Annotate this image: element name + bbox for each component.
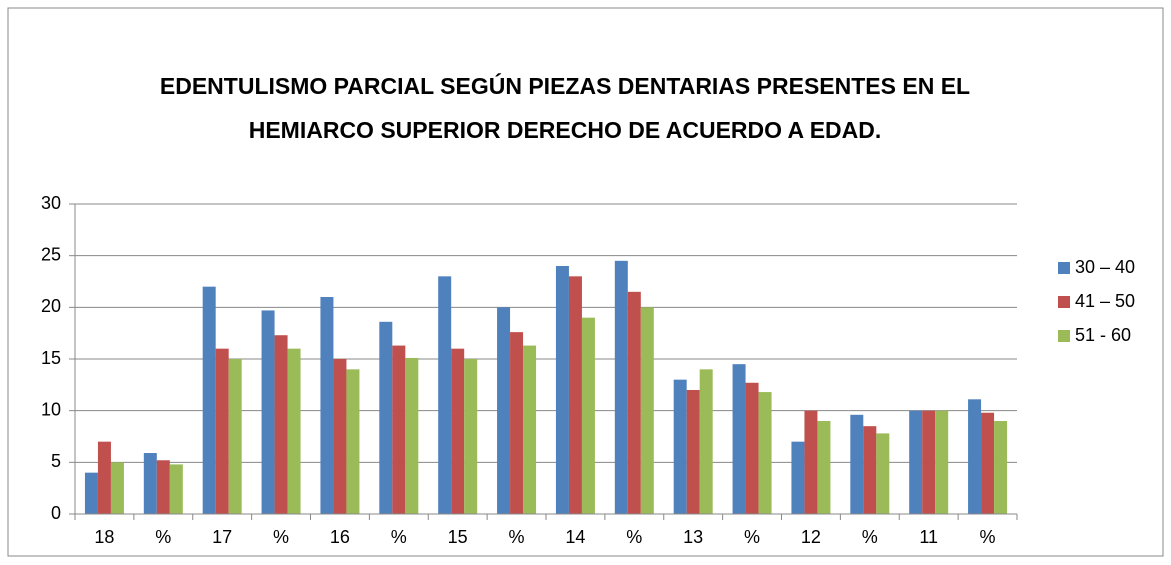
bar	[745, 382, 759, 514]
bar	[438, 276, 452, 514]
bar	[497, 307, 511, 514]
bar	[758, 392, 772, 514]
y-tick-label: 25	[41, 244, 61, 264]
x-tick-label: %	[509, 527, 525, 547]
x-tick-label: 13	[683, 527, 703, 547]
bar	[320, 297, 334, 514]
bar	[379, 321, 393, 514]
x-tick-label: %	[980, 527, 996, 547]
bar	[392, 345, 406, 514]
bar	[876, 433, 890, 514]
bar	[451, 348, 465, 514]
bar	[215, 348, 229, 514]
chart-title: EDENTULISMO PARCIAL SEGÚN PIEZAS DENTARI…	[160, 72, 970, 99]
bar	[981, 412, 995, 514]
x-tick-label: 15	[448, 527, 468, 547]
legend-swatch	[1058, 330, 1070, 342]
bar	[968, 399, 982, 514]
bar	[84, 472, 98, 514]
y-tick-label: 5	[51, 451, 61, 471]
bar	[732, 364, 746, 514]
bar	[274, 335, 288, 514]
x-tick-label: %	[273, 527, 289, 547]
x-tick-label: 14	[565, 527, 585, 547]
bar	[627, 291, 641, 514]
y-tick-label: 10	[41, 399, 61, 419]
bar	[261, 310, 275, 514]
bar	[287, 348, 301, 514]
bar	[640, 307, 654, 514]
x-tick-label: %	[626, 527, 642, 547]
x-tick-label: %	[744, 527, 760, 547]
bar	[863, 426, 877, 514]
chart-title: HEMIARCO SUPERIOR DERECHO DE ACUERDO A E…	[249, 117, 882, 143]
x-tick-label: %	[862, 527, 878, 547]
bar	[110, 462, 124, 514]
x-tick-label: 18	[94, 527, 114, 547]
bar	[333, 359, 347, 514]
bar	[935, 410, 949, 514]
bar	[804, 410, 818, 514]
x-tick-label: %	[155, 527, 171, 547]
bar	[169, 464, 183, 514]
bar	[97, 441, 111, 514]
bar	[673, 379, 687, 514]
x-tick-label: 11	[919, 527, 938, 547]
x-tick-label: 17	[212, 527, 232, 547]
bar	[156, 460, 170, 514]
bar	[614, 260, 628, 514]
legend-swatch	[1058, 296, 1070, 308]
legend-label: 51 - 60	[1075, 325, 1131, 345]
x-tick-label: 16	[330, 527, 350, 547]
bar	[686, 390, 700, 514]
x-tick-label: 12	[801, 527, 821, 547]
bar	[699, 369, 713, 514]
bar	[202, 286, 216, 514]
y-tick-label: 30	[41, 193, 61, 213]
bar	[581, 317, 595, 514]
y-tick-label: 20	[41, 296, 61, 316]
bar	[568, 276, 582, 514]
bar	[994, 421, 1008, 514]
bar	[555, 266, 569, 514]
bar	[228, 359, 242, 514]
y-tick-label: 0	[51, 503, 61, 523]
x-tick-label: %	[391, 527, 407, 547]
bar	[791, 441, 805, 514]
bar	[510, 332, 524, 514]
bar	[909, 410, 923, 514]
bar	[850, 414, 864, 514]
bar	[143, 453, 157, 514]
legend-label: 41 – 50	[1075, 291, 1135, 311]
legend-label: 30 – 40	[1075, 257, 1135, 277]
bar	[346, 369, 360, 514]
y-tick-label: 15	[41, 348, 61, 368]
bar	[405, 357, 419, 514]
bar	[523, 345, 537, 514]
bar	[464, 359, 478, 514]
bar	[922, 410, 936, 514]
bar	[817, 421, 831, 514]
legend-swatch	[1058, 262, 1070, 274]
